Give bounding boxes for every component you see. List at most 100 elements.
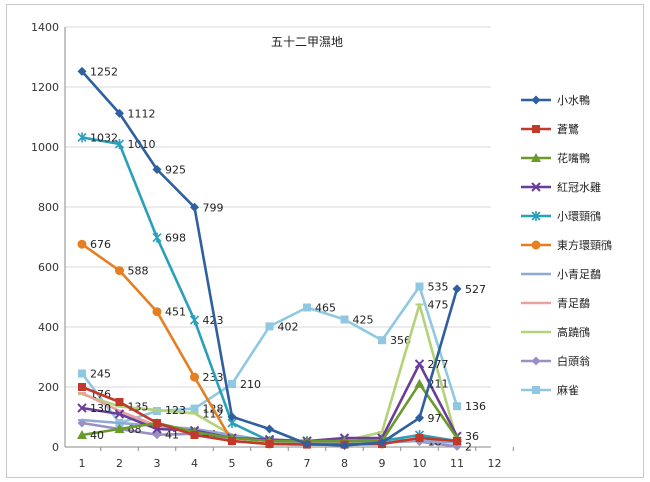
legend-label: 麻雀: [557, 383, 579, 397]
legend-label: 青足鷸: [557, 296, 590, 310]
point: [531, 211, 541, 221]
x-tick-label: 3: [154, 457, 161, 470]
y-tick-label: 600: [38, 261, 59, 274]
point: [77, 430, 87, 439]
point: [415, 282, 424, 291]
data-label: 676: [90, 238, 111, 251]
legend-item: 東方環頸鴴: [521, 238, 612, 252]
point: [303, 303, 311, 312]
x-tick-label: 6: [266, 457, 273, 470]
point: [414, 359, 425, 369]
point: [377, 438, 387, 447]
x-tick-label: 7: [304, 457, 311, 470]
legend-item: 蒼鷺: [521, 122, 579, 136]
data-label: 425: [353, 314, 374, 327]
point: [152, 232, 162, 243]
data-label: 698: [165, 232, 186, 245]
x-tick-label: 2: [116, 457, 123, 470]
point: [302, 439, 312, 449]
y-tick-label: 200: [38, 381, 59, 394]
legend-label: 白頭翁: [557, 354, 590, 368]
data-label: 233: [203, 371, 224, 384]
data-label: 588: [128, 265, 149, 278]
point: [265, 424, 274, 434]
legend-item: 紅冠水雞: [521, 180, 601, 194]
point: [531, 182, 541, 192]
data-label: 356: [390, 334, 411, 347]
y-tick-label: 0: [52, 441, 59, 454]
y-tick-label: 1000: [31, 141, 59, 154]
data-label: 2: [465, 440, 472, 453]
point: [415, 413, 424, 423]
data-label: 925: [165, 164, 186, 177]
point: [77, 132, 87, 143]
point: [415, 434, 424, 442]
legend-label: 紅冠水雞: [557, 180, 601, 194]
point: [114, 409, 125, 419]
legend-label: 小水鴨: [557, 93, 590, 107]
legend-label: 高蹺鴴: [557, 325, 590, 339]
data-label: 97: [428, 412, 442, 425]
point: [77, 66, 87, 76]
y-tick-label: 1200: [31, 81, 59, 94]
point: [453, 437, 461, 445]
data-label: 475: [428, 299, 449, 312]
series-1: 1252 1112 925 799 97 527: [77, 65, 486, 450]
point: [452, 284, 462, 294]
point: [378, 336, 386, 345]
chart-title: 五十二甲濕地: [271, 35, 343, 49]
data-label: 465: [315, 302, 336, 315]
point: [531, 95, 541, 105]
series-line: [81, 136, 458, 443]
data-label: 1252: [90, 65, 118, 78]
series-line: [81, 70, 459, 447]
point: [340, 315, 349, 324]
x-tick-label: 12: [488, 457, 502, 470]
point: [228, 437, 236, 445]
point: [227, 412, 237, 422]
point: [190, 404, 199, 413]
point: [190, 372, 199, 382]
point: [532, 386, 540, 394]
data-label: 402: [278, 320, 299, 333]
point: [115, 398, 124, 406]
point: [265, 322, 274, 331]
point: [152, 307, 162, 317]
point: [414, 378, 425, 388]
point: [78, 383, 86, 391]
point: [190, 202, 199, 212]
data-label: 535: [428, 281, 449, 294]
point: [77, 239, 87, 249]
x-tick-label: 4: [191, 457, 198, 470]
data-label: 1112: [128, 107, 156, 120]
data-label: 211: [428, 378, 449, 391]
data-label: 423: [203, 314, 224, 327]
data-label: 210: [240, 378, 261, 391]
legend-label: 東方環頸鴴: [557, 238, 612, 252]
data-label: 136: [465, 400, 486, 413]
data-label: 41: [165, 429, 179, 442]
point: [340, 441, 349, 450]
x-tick-label: 11: [450, 457, 464, 470]
point: [114, 139, 125, 149]
x-tick-label: 9: [379, 457, 386, 470]
data-label: 451: [165, 306, 186, 319]
x-tick-label: 1: [79, 457, 86, 470]
data-label: 277: [428, 358, 449, 371]
legend-label: 小青足鷸: [557, 267, 601, 281]
legend-item: 麻雀: [521, 383, 579, 397]
point: [115, 108, 124, 118]
legend-label: 花嘴鴨: [557, 151, 590, 165]
point: [152, 165, 162, 174]
legend-item: 小青足鷸: [521, 267, 601, 281]
data-label: 799: [203, 201, 224, 214]
point: [228, 380, 236, 388]
point: [531, 240, 541, 250]
point: [453, 402, 461, 411]
legend-item: 白頭翁: [521, 354, 590, 368]
legend-label: 小環頸鴴: [557, 209, 601, 223]
point: [531, 356, 541, 366]
